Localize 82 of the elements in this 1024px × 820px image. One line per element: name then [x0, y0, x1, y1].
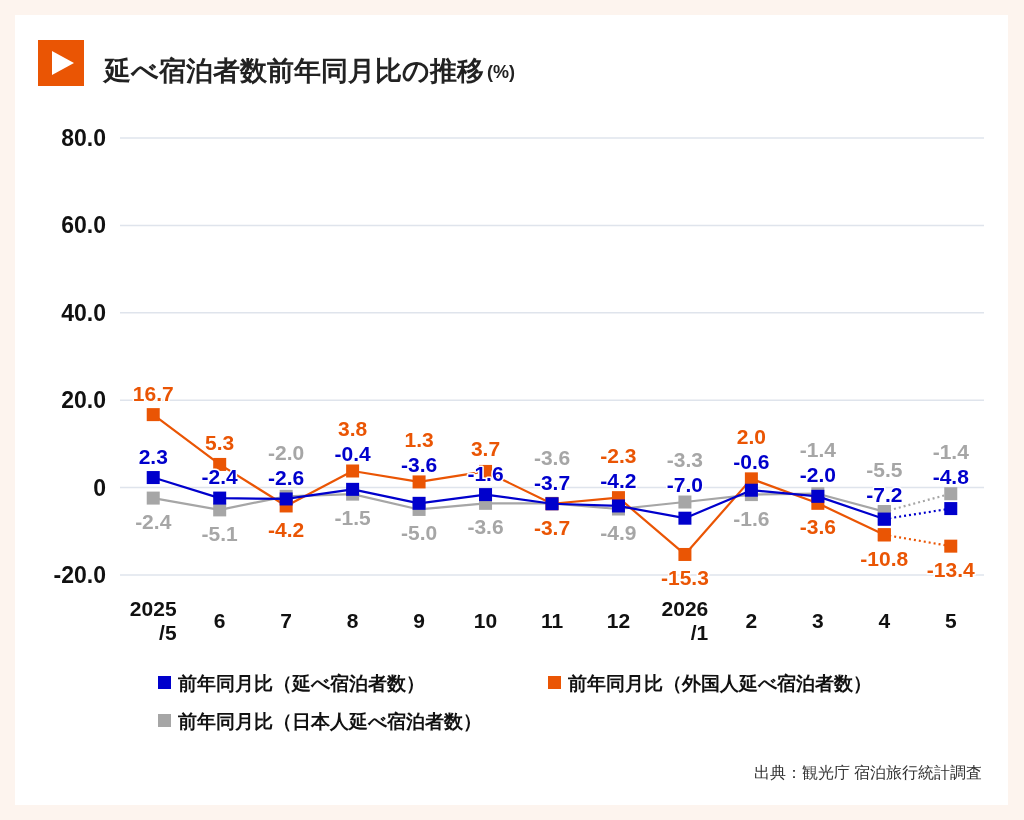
data-label: 16.7	[132, 381, 174, 405]
data-label: 1.3	[404, 427, 434, 451]
point	[744, 472, 758, 486]
data-label: -4.8	[932, 464, 970, 488]
point	[877, 512, 891, 526]
y-tick-label: 80.0	[61, 125, 106, 151]
point	[213, 491, 227, 505]
data-label: -3.7	[533, 470, 571, 494]
subtitle: (%)	[487, 62, 515, 82]
data-label: -2.4	[135, 510, 172, 534]
x-tick: 4	[878, 609, 891, 632]
y-tick-label: 60.0	[61, 212, 106, 239]
point	[944, 487, 958, 501]
source-note: 出典：観光庁 宿泊旅行統計調査	[753, 764, 982, 781]
x-tick: 9	[413, 609, 425, 632]
x-tick: 8	[346, 609, 359, 632]
point	[412, 475, 426, 489]
data-label: -3.6	[400, 452, 438, 476]
data-label: -3.7	[533, 515, 571, 539]
data-label: -7.0	[666, 473, 704, 497]
point	[146, 491, 160, 505]
x-tick: 2026 /1	[661, 597, 709, 644]
data-label: 5.3	[205, 431, 235, 455]
data-label: 2.3	[138, 444, 168, 468]
point	[346, 482, 360, 496]
point	[877, 528, 891, 542]
x-tick: 6	[213, 609, 226, 632]
point	[346, 464, 360, 478]
data-label: -0.4	[334, 441, 372, 465]
y-tick-label: -20.0	[53, 562, 106, 588]
x-tick: 2	[745, 609, 758, 632]
data-label: -1.4	[799, 438, 837, 462]
point	[412, 496, 426, 510]
legend-label: 前年同月比（外国人延べ宿泊者数）	[567, 673, 872, 694]
data-label: -2.4	[201, 465, 239, 489]
x-tick: 3	[812, 609, 824, 632]
y-tick-label: 20.0	[61, 387, 106, 414]
data-label: -2.0	[799, 463, 836, 487]
data-label: 3.7	[470, 436, 501, 460]
point	[678, 547, 692, 561]
x-tick: 5	[944, 609, 957, 632]
data-label: -1.6	[733, 506, 770, 530]
data-label: -3.6	[467, 515, 504, 539]
point	[146, 408, 160, 422]
x-tick: 10	[473, 609, 498, 632]
x-tick: 7	[280, 609, 292, 632]
title: 延べ宿泊者数前年同月比の推移	[104, 56, 484, 86]
point	[678, 511, 692, 525]
point	[678, 495, 692, 509]
data-label: -2.3	[600, 443, 637, 467]
point	[146, 471, 160, 485]
point	[479, 488, 493, 502]
data-label: -5.0	[400, 521, 438, 545]
data-label: -0.6	[733, 449, 770, 473]
legend-label: 前年同月比（延べ宿泊者数）	[177, 673, 425, 694]
data-label: -5.1	[201, 521, 239, 545]
data-label: -10.8	[860, 546, 909, 570]
x-tick: 2025 /5	[129, 597, 177, 644]
data-label: 2.0	[736, 424, 766, 448]
point	[944, 539, 958, 553]
y-tick-label: 0	[93, 474, 106, 501]
point	[944, 502, 958, 516]
x-tick: 11	[540, 609, 564, 632]
data-label: 3.8	[338, 416, 368, 440]
data-label: -1.4	[932, 439, 970, 463]
data-label: -3.6	[799, 515, 836, 539]
legend-label: 前年同月比（日本人延べ宿泊者数）	[177, 711, 482, 732]
data-label: -4.2	[600, 468, 637, 492]
data-label: -2.6	[268, 465, 305, 489]
data-label: -4.2	[268, 517, 305, 541]
data-label: -2.0	[268, 440, 305, 464]
data-label: -7.2	[866, 482, 903, 506]
data-label: -5.5	[866, 457, 903, 481]
data-label: -15.3	[660, 566, 709, 590]
data-label: -4.9	[600, 521, 637, 545]
data-label: -3.6	[533, 445, 571, 469]
data-label: -1.5	[334, 506, 372, 530]
y-tick-label: 40.0	[61, 299, 106, 326]
x-tick: 12	[606, 609, 631, 632]
data-label: -3.3	[666, 448, 704, 472]
data-label: -13.4	[926, 558, 976, 582]
point	[744, 483, 758, 497]
